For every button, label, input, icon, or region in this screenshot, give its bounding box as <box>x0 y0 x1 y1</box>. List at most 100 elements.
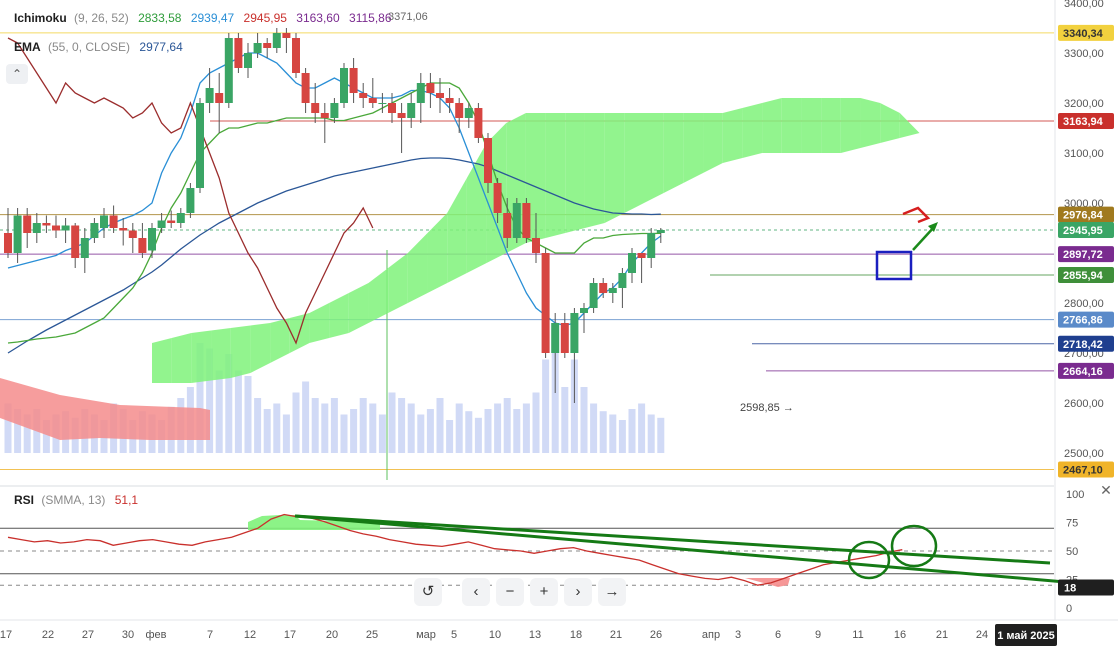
time-tick-label: апр <box>702 629 720 641</box>
kumo-segment <box>663 113 684 193</box>
volume-bar <box>311 398 319 453</box>
rsi-circle-marker <box>847 540 891 580</box>
time-tick-label: 20 <box>326 629 338 641</box>
candle-body <box>551 323 560 353</box>
candle-body <box>570 313 579 353</box>
volume-bar <box>532 392 540 453</box>
rsi-line <box>7 513 903 586</box>
kumo-segment <box>309 303 330 343</box>
current-time-badge <box>995 624 1057 646</box>
zoom-in-button[interactable]: + <box>530 578 558 606</box>
candle-body <box>23 215 32 233</box>
kumo-segment <box>466 143 487 273</box>
ichimoku-value-senkou-a: 3163,60 <box>296 11 340 25</box>
kumo-segment <box>801 98 822 153</box>
candle-body <box>205 88 214 103</box>
volume-bar <box>4 403 12 453</box>
candle-body <box>167 220 176 223</box>
volume-bar <box>503 398 511 453</box>
volume-bar <box>321 403 329 453</box>
kumo-segment <box>250 323 271 373</box>
volume-bar <box>465 411 473 453</box>
volume-bar <box>561 387 569 453</box>
price-badge <box>1058 362 1114 379</box>
volume-bar <box>330 398 338 453</box>
ichimoku-extra-value: 3371,06 <box>388 11 428 23</box>
volume-bar <box>618 420 626 453</box>
candle-body <box>282 33 291 38</box>
volume-bar <box>254 398 262 453</box>
time-tick-label: 18 <box>570 629 582 641</box>
price-badge <box>1058 267 1114 284</box>
kumo-segment <box>604 113 625 223</box>
price-badge <box>1058 335 1114 352</box>
volume-bar <box>263 409 271 453</box>
ema-legend-value: 2977,64 <box>139 40 183 54</box>
rsi-badge <box>1058 579 1114 596</box>
candle-body <box>445 98 454 103</box>
candle-body <box>628 253 636 273</box>
time-tick-label: 10 <box>489 629 501 641</box>
price-badge <box>1058 311 1114 328</box>
candle-body <box>176 213 185 223</box>
ichimoku-legend: Ichimoku (9, 26, 52) 2833,58 2939,47 294… <box>14 11 398 25</box>
volume-bar <box>647 414 655 453</box>
candle-body <box>522 203 531 238</box>
kumo-segment <box>368 268 389 323</box>
kumo-segment <box>683 113 704 183</box>
volume-bar <box>474 417 482 453</box>
candle-body <box>42 223 51 226</box>
ichimoku-legend-params: (9, 26, 52) <box>74 11 129 25</box>
low-annotation: 2598,85 → <box>740 402 794 414</box>
candle-body <box>244 53 252 68</box>
rsi-overbought-fill <box>248 515 380 530</box>
ichimoku-legend-name: Ichimoku <box>14 11 67 25</box>
volume-bar <box>570 359 578 453</box>
candle-body <box>637 253 646 258</box>
rsi-legend-name: RSI <box>14 493 35 507</box>
candle-body <box>436 93 444 98</box>
collapse-legend-button[interactable]: ⌃ <box>6 64 28 84</box>
time-tick-label: мар <box>416 629 436 641</box>
kumo-segment <box>230 325 251 378</box>
time-tick-label: 3 <box>735 629 741 641</box>
zoom-out-button[interactable]: − <box>496 578 524 606</box>
rsi-tick-label: 50 <box>1066 546 1078 558</box>
candle-body <box>128 230 137 238</box>
candle-body <box>493 183 502 213</box>
kumo-segment <box>388 253 408 313</box>
candle-body <box>484 138 492 183</box>
volume-bar <box>657 417 665 453</box>
candle-body <box>541 253 550 353</box>
scroll-right-button[interactable]: › <box>564 578 592 606</box>
price-badge-label: 2467,10 <box>1063 464 1103 476</box>
candle-body <box>330 103 339 118</box>
scroll-to-end-button[interactable]: → <box>598 578 626 606</box>
volume-bar <box>590 403 598 453</box>
volume-bar <box>580 387 588 453</box>
candle-body <box>349 68 358 93</box>
projection-arrowhead <box>928 222 938 232</box>
volume-bar <box>436 398 444 453</box>
candle-body <box>32 223 41 233</box>
ema-legend: EMA (55, 0, CLOSE) 2977,64 <box>14 40 189 54</box>
volume-bar <box>378 414 386 453</box>
candle-body <box>532 238 540 253</box>
volume-bar <box>522 403 530 453</box>
scroll-left-button[interactable]: ‹ <box>462 578 490 606</box>
reset-chart-button[interactable]: ↺ <box>414 578 442 606</box>
highlight-box <box>875 250 913 281</box>
volume-bar <box>244 376 252 453</box>
candle-body <box>368 98 377 103</box>
candle-body <box>388 103 396 113</box>
close-pane-icon[interactable]: ✕ <box>1100 482 1112 498</box>
price-tick-label: 2800,00 <box>1064 298 1104 310</box>
candle-body <box>426 83 435 93</box>
volume-bar <box>206 348 214 453</box>
candle-body <box>100 215 108 228</box>
time-tick-label: 17 <box>284 629 296 641</box>
kumo-segment <box>348 283 369 333</box>
candle-body <box>215 93 224 103</box>
volume-bar <box>494 403 502 453</box>
